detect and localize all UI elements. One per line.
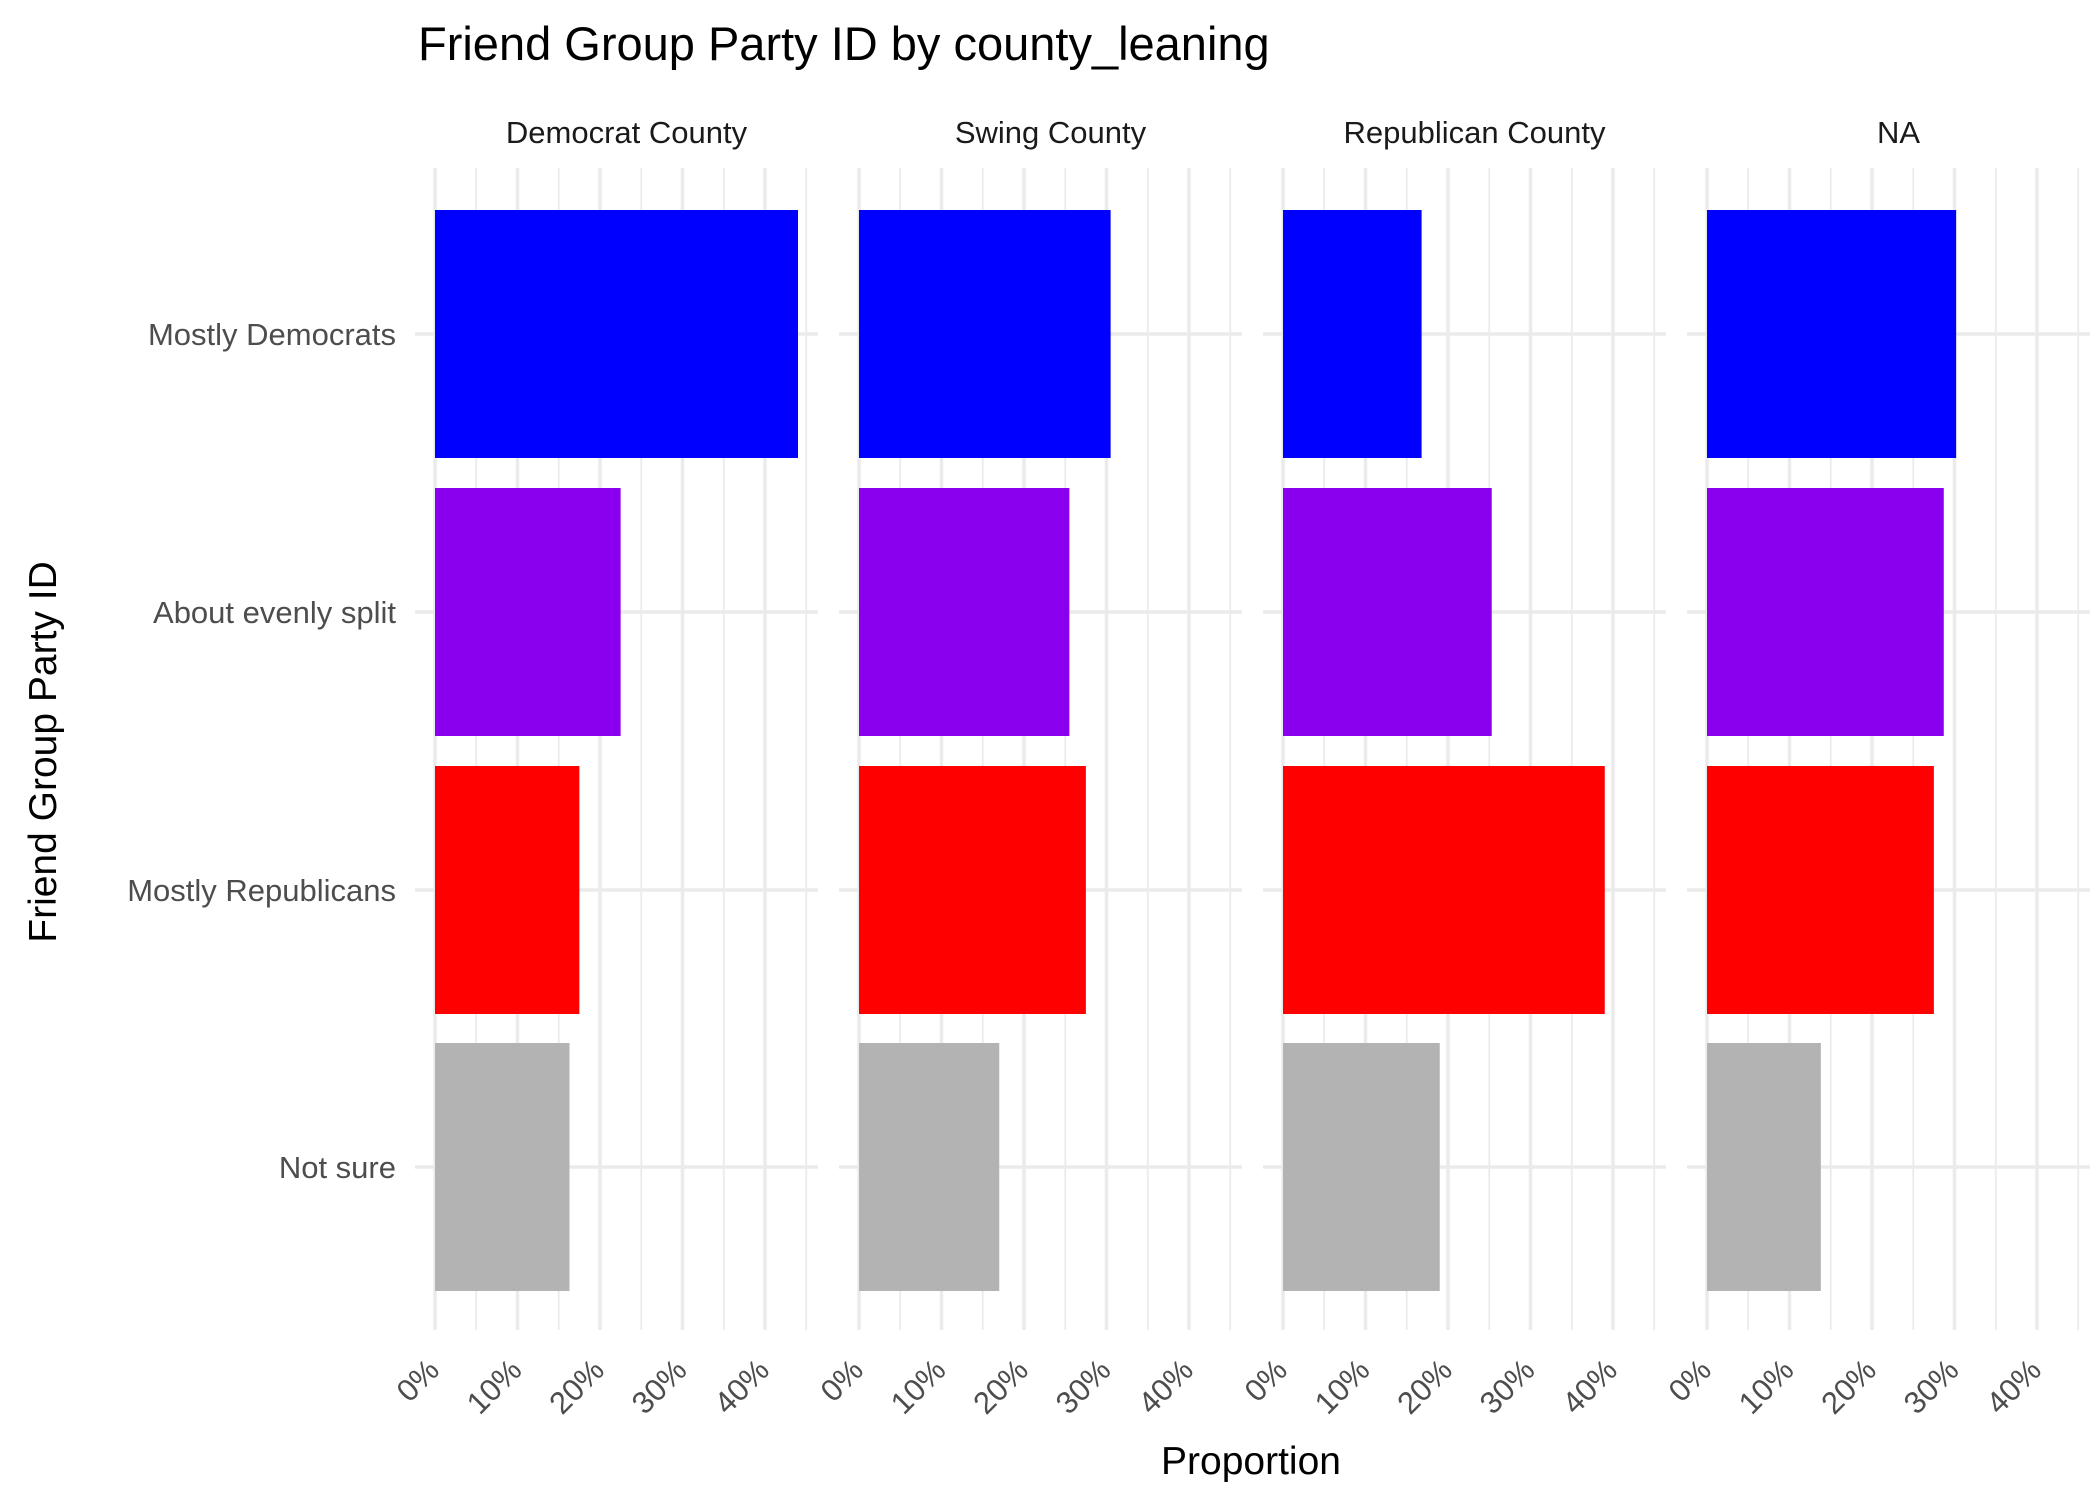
bar xyxy=(859,210,1111,458)
bar xyxy=(1283,210,1422,458)
bar xyxy=(1283,766,1605,1014)
bar xyxy=(435,766,580,1014)
x-tick-label: 0% xyxy=(1662,1352,1718,1408)
bar xyxy=(1707,210,1957,458)
bar xyxy=(1283,488,1492,736)
chart-title: Friend Group Party ID by county_leaning xyxy=(418,17,1270,70)
facet-panel: Republican County 0% 10% 20% 30% 40% xyxy=(1238,115,1666,1421)
x-tick-label: 20% xyxy=(1390,1352,1459,1421)
x-tick-label: 30% xyxy=(625,1352,694,1421)
y-axis: Mostly Democrats About evenly split Mostly… xyxy=(127,317,396,1185)
x-tick-label: 20% xyxy=(966,1352,1035,1421)
bar xyxy=(435,488,621,736)
bar xyxy=(859,766,1086,1014)
x-tick-label: 20% xyxy=(542,1352,611,1421)
bar xyxy=(1707,766,1934,1014)
x-tick-label: 40% xyxy=(1131,1352,1200,1421)
bar xyxy=(859,488,1070,736)
x-tick-label: 40% xyxy=(1555,1352,1624,1421)
x-tick-label: 0% xyxy=(814,1352,870,1408)
bar xyxy=(435,1043,570,1291)
x-tick-label: 30% xyxy=(1897,1352,1966,1421)
bar xyxy=(1283,1043,1440,1291)
bar xyxy=(1707,1043,1821,1291)
facet-panel: Democrat County 0% 10% 20% 30% 40% xyxy=(390,115,818,1421)
facet-strip-label: Swing County xyxy=(955,115,1147,150)
y-tick-label: Not sure xyxy=(279,1150,396,1185)
y-tick-label: About evenly split xyxy=(153,595,396,630)
x-tick-label: 20% xyxy=(1814,1352,1883,1421)
x-tick-label: 40% xyxy=(1979,1352,2048,1421)
y-tick-label: Mostly Republicans xyxy=(127,873,396,908)
bar xyxy=(859,1043,1000,1291)
bar xyxy=(1707,488,1944,736)
x-tick-label: 30% xyxy=(1473,1352,1542,1421)
x-tick-label: 30% xyxy=(1049,1352,1118,1421)
facet-panel: NA 0% 10% 20% 30% 40% xyxy=(1662,115,2090,1421)
x-tick-label: 10% xyxy=(460,1352,529,1421)
x-tick-label: 0% xyxy=(1238,1352,1294,1408)
bar xyxy=(435,210,798,458)
x-tick-label: 10% xyxy=(1732,1352,1801,1421)
facet-strip-label: Republican County xyxy=(1344,115,1606,150)
x-tick-label: 0% xyxy=(390,1352,446,1408)
x-tick-label: 10% xyxy=(1308,1352,1377,1421)
y-tick-label: Mostly Democrats xyxy=(148,317,396,352)
facet-strip-label: Democrat County xyxy=(506,115,748,150)
x-tick-label: 10% xyxy=(884,1352,953,1421)
x-tick-label: 40% xyxy=(707,1352,776,1421)
facet-panel: Swing County 0% 10% 20% 30% 40% xyxy=(814,115,1242,1421)
facet-strip-label: NA xyxy=(1877,115,1920,150)
x-axis-title: Proportion xyxy=(1161,1440,1341,1483)
y-axis-title: Friend Group Party ID xyxy=(22,561,65,942)
